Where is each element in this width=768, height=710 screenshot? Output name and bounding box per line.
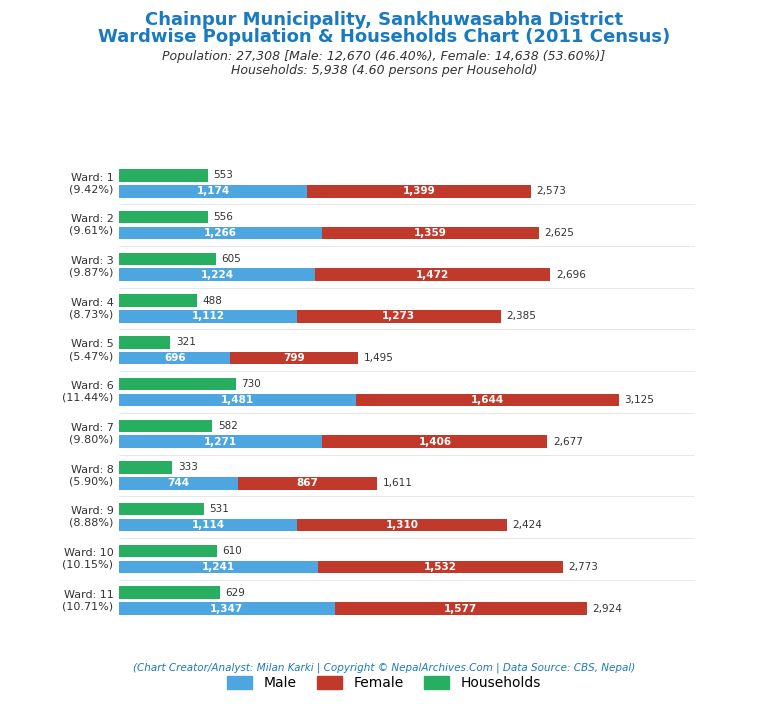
Bar <box>119 503 204 515</box>
Bar <box>119 378 236 391</box>
Text: 1,114: 1,114 <box>191 520 225 530</box>
Text: 2,924: 2,924 <box>592 604 622 613</box>
Text: 1,577: 1,577 <box>444 604 478 613</box>
Text: 2,424: 2,424 <box>512 520 542 530</box>
Text: 1,532: 1,532 <box>424 562 457 572</box>
Bar <box>119 268 315 281</box>
Text: 553: 553 <box>213 170 233 180</box>
Text: 321: 321 <box>176 337 196 347</box>
Bar <box>315 268 551 281</box>
Bar <box>119 586 220 599</box>
Text: 1,495: 1,495 <box>364 353 394 363</box>
Text: 1,241: 1,241 <box>202 562 235 572</box>
Bar <box>238 477 377 490</box>
Text: 610: 610 <box>222 546 242 556</box>
Bar <box>322 226 539 239</box>
Text: 867: 867 <box>296 479 319 488</box>
Text: 1,273: 1,273 <box>382 312 415 322</box>
Text: 1,310: 1,310 <box>386 520 419 530</box>
Bar <box>119 602 335 615</box>
Text: 1,224: 1,224 <box>200 270 233 280</box>
Text: 744: 744 <box>167 479 190 488</box>
Bar <box>119 435 323 448</box>
Text: 3,125: 3,125 <box>624 395 654 405</box>
Text: 605: 605 <box>221 254 241 264</box>
Text: 2,625: 2,625 <box>545 228 574 238</box>
Bar <box>119 393 356 406</box>
Bar <box>307 185 531 197</box>
Text: 1,611: 1,611 <box>382 479 412 488</box>
Bar <box>119 420 212 432</box>
Text: 1,644: 1,644 <box>471 395 504 405</box>
Text: 2,677: 2,677 <box>553 437 583 447</box>
Text: 1,174: 1,174 <box>197 186 230 196</box>
Text: 799: 799 <box>283 353 305 363</box>
Text: 1,266: 1,266 <box>204 228 237 238</box>
Bar <box>318 561 563 573</box>
Bar <box>119 477 238 490</box>
Text: 2,573: 2,573 <box>536 186 566 196</box>
Bar <box>119 169 207 182</box>
Text: Chainpur Municipality, Sankhuwasabha District: Chainpur Municipality, Sankhuwasabha Dis… <box>145 11 623 28</box>
Text: 2,696: 2,696 <box>556 270 586 280</box>
Bar <box>119 561 318 573</box>
Legend: Male, Female, Households: Male, Female, Households <box>222 671 546 696</box>
Bar <box>119 310 297 322</box>
Text: 1,359: 1,359 <box>414 228 447 238</box>
Text: Population: 27,308 [Male: 12,670 (46.40%), Female: 14,638 (53.60%)]: Population: 27,308 [Male: 12,670 (46.40%… <box>162 50 606 62</box>
Bar <box>335 602 587 615</box>
Text: 2,385: 2,385 <box>506 312 536 322</box>
Text: 1,472: 1,472 <box>416 270 449 280</box>
Text: 696: 696 <box>164 353 186 363</box>
Text: 488: 488 <box>203 295 223 305</box>
Text: 2,773: 2,773 <box>568 562 598 572</box>
Bar <box>356 393 619 406</box>
Text: 1,347: 1,347 <box>210 604 243 613</box>
Text: 582: 582 <box>218 421 237 431</box>
Text: 531: 531 <box>210 504 230 514</box>
Text: Households: 5,938 (4.60 persons per Household): Households: 5,938 (4.60 persons per Hous… <box>230 64 538 77</box>
Text: (Chart Creator/Analyst: Milan Karki | Copyright © NepalArchives.Com | Data Sourc: (Chart Creator/Analyst: Milan Karki | Co… <box>133 662 635 673</box>
Text: Wardwise Population & Households Chart (2011 Census): Wardwise Population & Households Chart (… <box>98 28 670 46</box>
Text: 1,481: 1,481 <box>221 395 254 405</box>
Bar <box>297 519 507 531</box>
Bar <box>297 310 501 322</box>
Bar <box>119 545 217 557</box>
Bar <box>119 352 230 364</box>
Bar <box>119 185 307 197</box>
Text: 730: 730 <box>241 379 261 389</box>
Bar <box>119 211 208 224</box>
Text: 556: 556 <box>214 212 233 222</box>
Bar <box>230 352 358 364</box>
Bar <box>323 435 548 448</box>
Bar <box>119 336 170 349</box>
Bar <box>119 462 172 474</box>
Text: 1,112: 1,112 <box>191 312 224 322</box>
Text: 333: 333 <box>178 462 198 472</box>
Bar <box>119 226 322 239</box>
Bar <box>119 519 297 531</box>
Bar <box>119 253 216 265</box>
Bar <box>119 295 197 307</box>
Text: 629: 629 <box>225 588 245 598</box>
Text: 1,271: 1,271 <box>204 437 237 447</box>
Text: 1,399: 1,399 <box>402 186 435 196</box>
Text: 1,406: 1,406 <box>419 437 452 447</box>
